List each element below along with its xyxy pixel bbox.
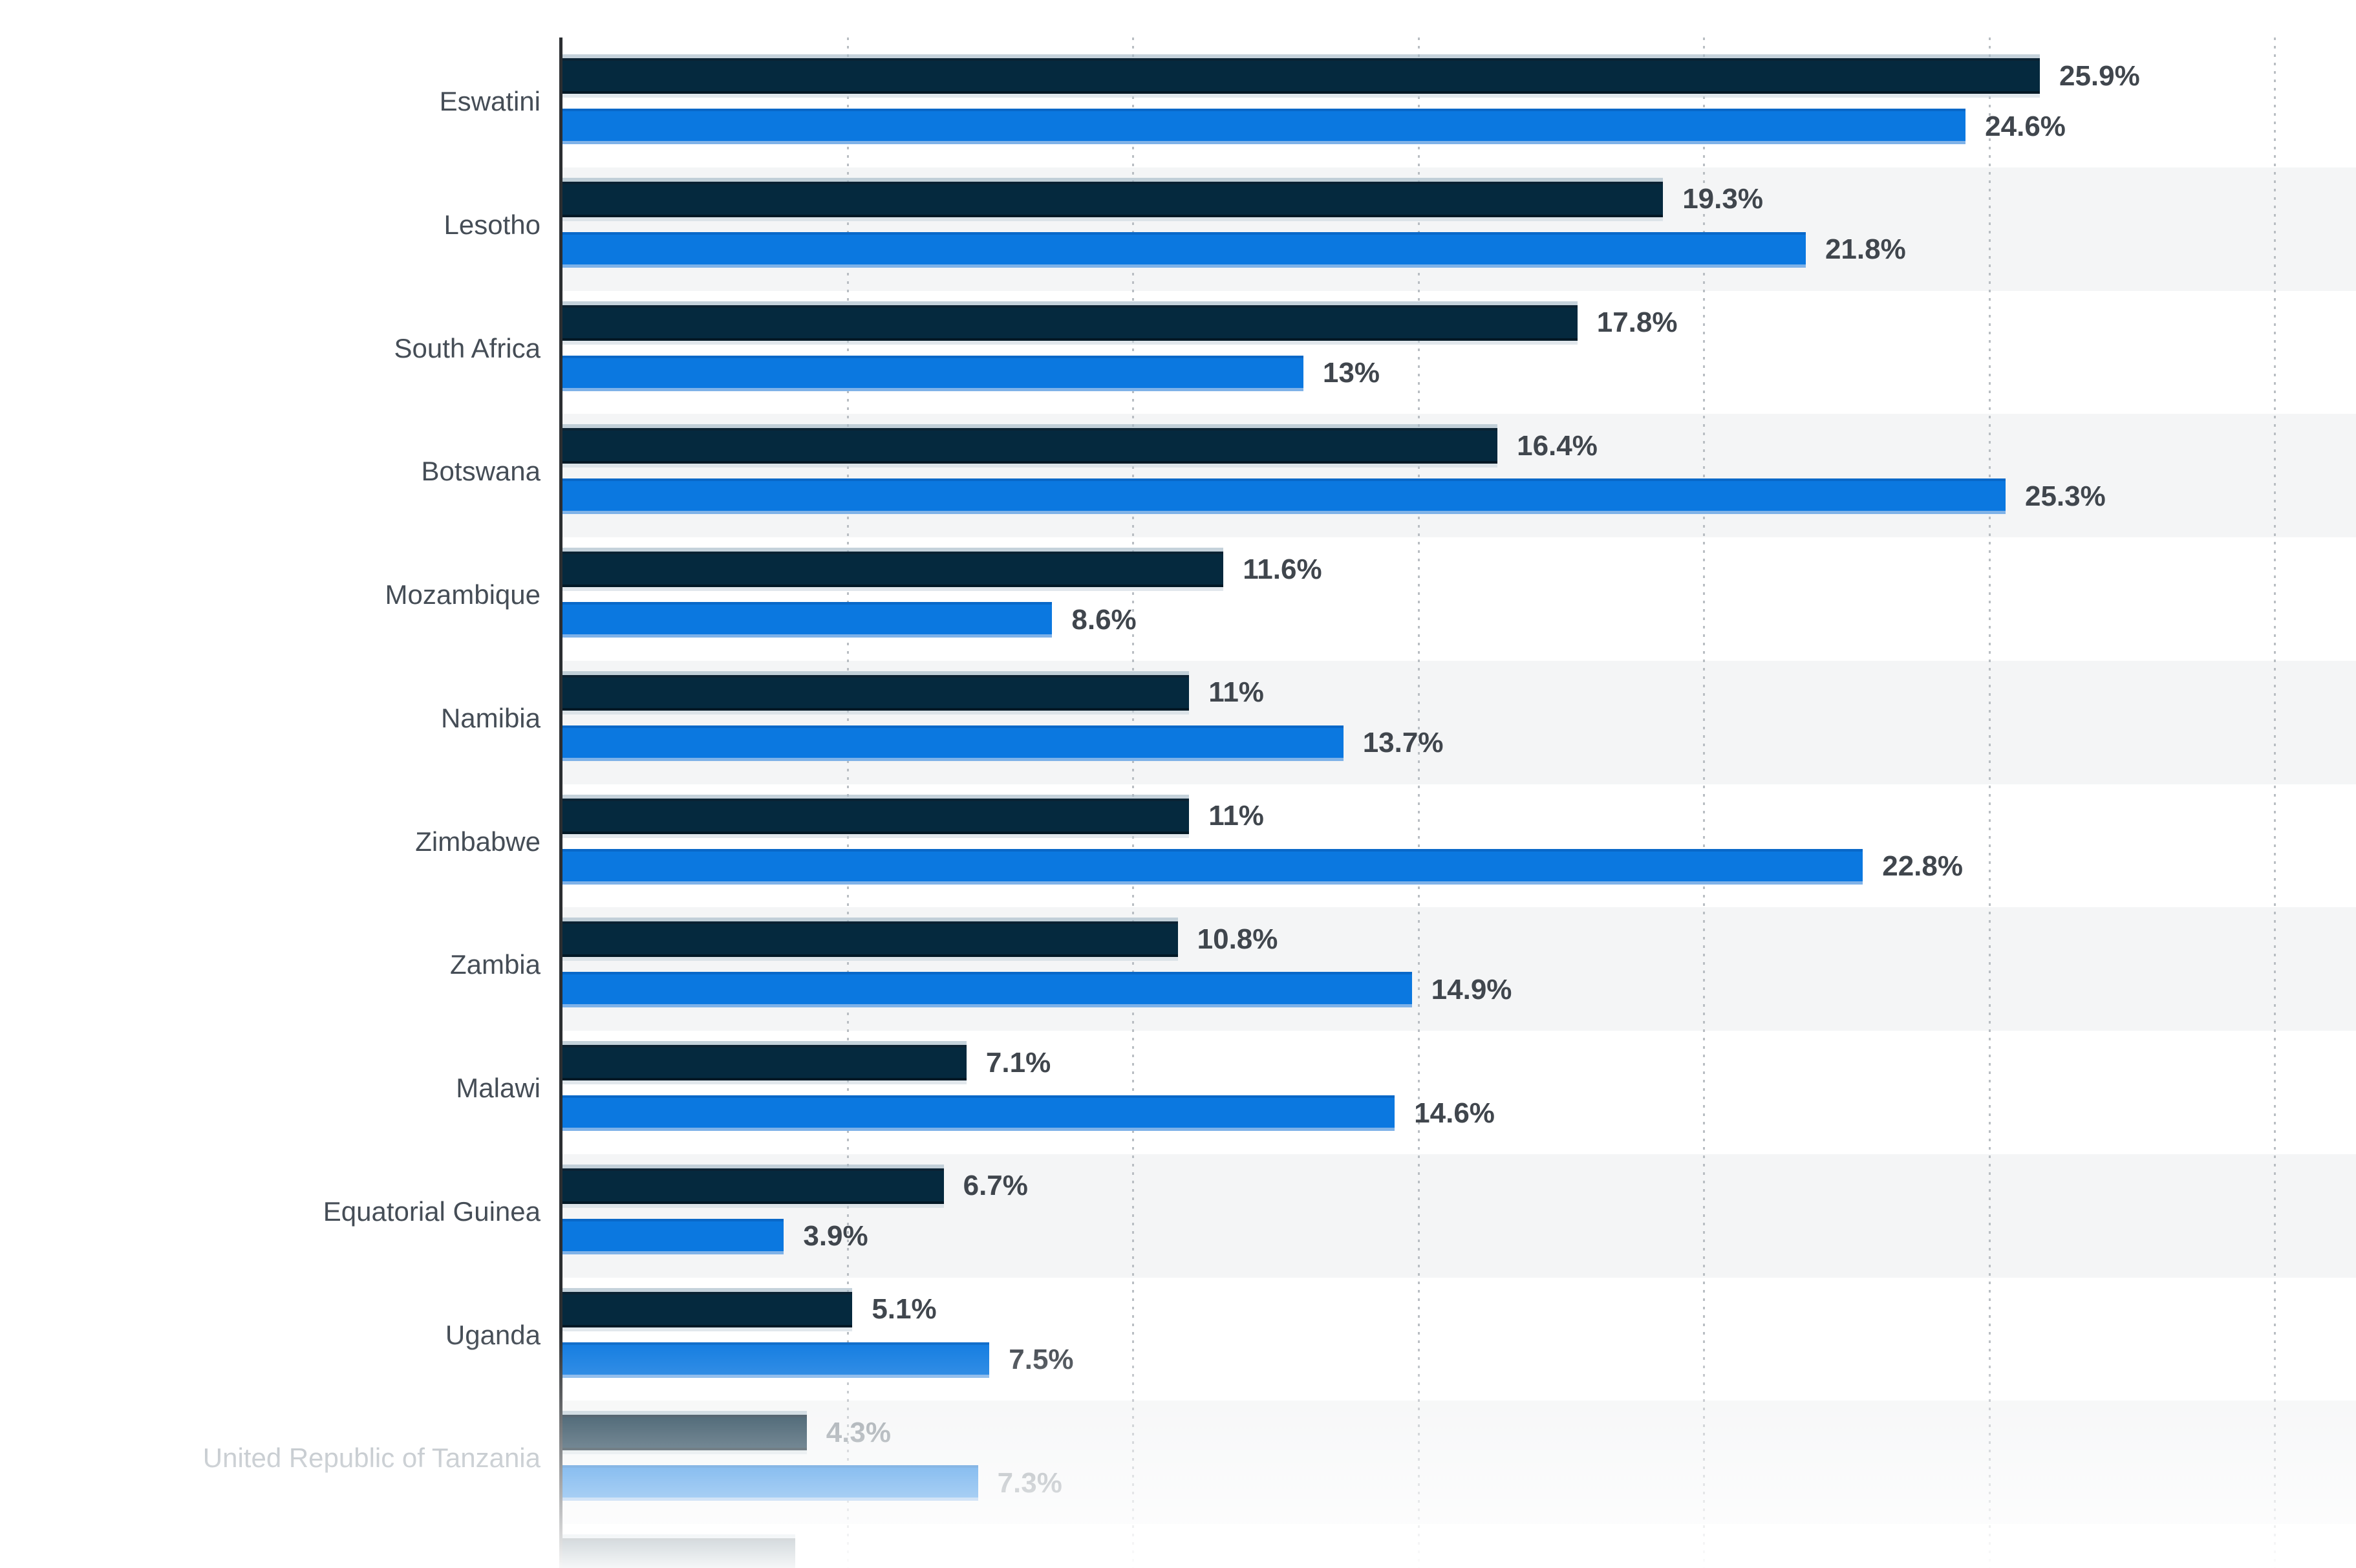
dark-bar-value-uganda: 5.1% <box>872 1293 937 1326</box>
category-label-namibia: Namibia <box>440 702 541 733</box>
dark-bar-value-equatorial-guinea: 6.7% <box>963 1170 1028 1202</box>
dark-bar-mozambique[interactable] <box>561 552 1224 588</box>
dark-bar-value-namibia: 11% <box>1208 676 1264 709</box>
blue-bar-value-mozambique: 8.6% <box>1071 603 1137 636</box>
blue-bar-value-uganda: 7.5% <box>1009 1344 1074 1376</box>
dark-bar-value-united-republic-of-tanzania: 4.3% <box>826 1416 891 1448</box>
dark-bar-zambia[interactable] <box>561 921 1178 958</box>
blue-bar-value-zimbabwe: 22.8% <box>1882 850 1963 883</box>
dark-bar-value-lesotho: 19.3% <box>1682 183 1763 215</box>
blue-bar-lesotho[interactable] <box>561 231 1806 268</box>
x-gridline <box>1417 38 1420 1568</box>
dark-bar-value-botswana: 16.4% <box>1517 429 1598 462</box>
dark-bar-malawi[interactable] <box>561 1045 967 1081</box>
blue-bar-value-equatorial-guinea: 3.9% <box>803 1220 868 1252</box>
blue-bar-zimbabwe[interactable] <box>561 848 1863 885</box>
y-axis-line <box>559 38 562 1568</box>
blue-bar-value-eswatini: 24.6% <box>1985 110 2066 142</box>
category-label-botswana: Botswana <box>421 456 541 487</box>
blue-bar-value-botswana: 25.3% <box>2024 480 2106 512</box>
dark-bar-eswatini[interactable] <box>561 58 2040 94</box>
blue-bar-namibia[interactable] <box>561 725 1344 761</box>
dark-bar-value-south-africa: 17.8% <box>1596 306 1678 339</box>
category-label-south-africa: South Africa <box>394 332 541 363</box>
category-label-malawi: Malawi <box>456 1073 541 1104</box>
x-gridline <box>1988 38 1991 1568</box>
blue-bar-malawi[interactable] <box>561 1095 1395 1132</box>
blue-bar-value-united-republic-of-tanzania: 7.3% <box>997 1466 1062 1499</box>
dark-bar-value-eswatini: 25.9% <box>2059 59 2140 92</box>
blue-bar-eswatini[interactable] <box>561 109 1966 144</box>
dark-bar-value-mozambique: 11.6% <box>1243 553 1322 585</box>
dark-bar-namibia[interactable] <box>561 674 1190 711</box>
category-label-united-republic-of-tanzania: United Republic of Tanzania <box>202 1443 541 1474</box>
blue-bar-value-namibia: 13.7% <box>1362 727 1444 759</box>
dark-bar-botswana[interactable] <box>561 428 1498 464</box>
blue-bar-equatorial-guinea[interactable] <box>561 1218 784 1254</box>
dark-bar-equatorial-guinea[interactable] <box>561 1168 944 1204</box>
category-label-eswatini: Eswatini <box>439 86 541 116</box>
blue-bar-value-malawi: 14.6% <box>1414 1097 1495 1129</box>
dark-bar-lesotho[interactable] <box>561 181 1664 217</box>
dark-bar-uganda[interactable] <box>561 1291 853 1327</box>
dark-bar-value-malawi: 7.1% <box>985 1046 1051 1079</box>
blue-bar-south-africa[interactable] <box>561 355 1303 391</box>
blue-bar-uganda[interactable] <box>561 1342 990 1378</box>
partial-bottom-dark-bar[interactable] <box>561 1538 796 1568</box>
dark-bar-zimbabwe[interactable] <box>561 798 1190 834</box>
blue-bar-value-lesotho: 21.8% <box>1825 233 1906 266</box>
dark-bar-value-zimbabwe: 11% <box>1208 800 1264 832</box>
blue-bar-value-south-africa: 13% <box>1322 357 1380 389</box>
blue-bar-mozambique[interactable] <box>561 602 1053 638</box>
category-label-uganda: Uganda <box>445 1319 541 1350</box>
category-label-equatorial-guinea: Equatorial Guinea <box>323 1196 541 1227</box>
x-gridline <box>1703 38 1705 1568</box>
blue-bar-botswana[interactable] <box>561 478 2006 515</box>
dark-bar-united-republic-of-tanzania[interactable] <box>561 1415 807 1451</box>
dark-bar-south-africa[interactable] <box>561 305 1578 341</box>
category-label-lesotho: Lesotho <box>444 209 541 240</box>
blue-bar-value-zambia: 14.9% <box>1431 973 1512 1005</box>
category-label-zimbabwe: Zimbabwe <box>415 826 541 857</box>
blue-bar-zambia[interactable] <box>561 972 1412 1008</box>
dark-bar-value-zambia: 10.8% <box>1197 923 1278 955</box>
category-label-mozambique: Mozambique <box>385 579 541 610</box>
x-gridline <box>2274 38 2276 1568</box>
category-label-zambia: Zambia <box>449 949 541 980</box>
blue-bar-united-republic-of-tanzania[interactable] <box>561 1465 978 1501</box>
